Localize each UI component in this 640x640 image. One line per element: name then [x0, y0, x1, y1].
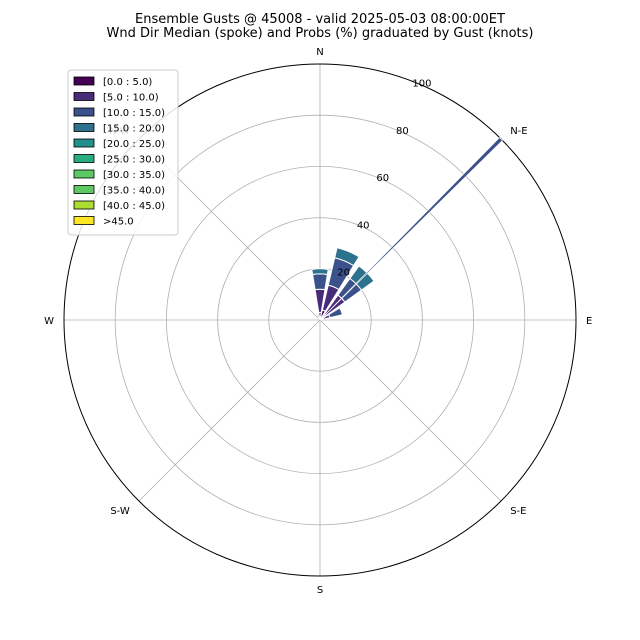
radial-tick-label: 40: [357, 220, 370, 231]
direction-label-s: S: [317, 585, 323, 596]
direction-label-s-w: S-W: [110, 506, 130, 517]
windrose-bars: [311, 247, 375, 321]
legend-swatch: [73, 154, 95, 163]
radial-tick-label: 60: [376, 173, 389, 184]
direction-label-w: W: [44, 316, 54, 327]
legend-swatch: [73, 169, 95, 179]
chart-subtitle: Wnd Dir Median (spoke) and Probs (%) gra…: [107, 26, 534, 41]
legend-entry: [30.0 : 35.0): [103, 170, 165, 181]
median-direction-spoke: [319, 137, 503, 321]
radial-tick-labels: 20 40 60 80 100: [337, 78, 431, 278]
direction-label-n: N: [316, 47, 323, 58]
legend-entry: [20.0 : 25.0): [103, 139, 165, 150]
legend-entry: [0.0 : 5.0): [103, 77, 152, 88]
direction-label-s-e: S-E: [510, 506, 526, 517]
legend-swatch: [73, 92, 95, 101]
legend-swatch: [73, 200, 95, 210]
legend-entry: [10.0 : 15.0): [103, 108, 165, 119]
direction-label-n-e: N-E: [510, 126, 527, 137]
legend-swatch: [73, 138, 95, 148]
windrose-bar: [334, 247, 360, 267]
legend: [0.0 : 5.0) [5.0 : 10.0) [10.0 : 15.0) [15.…: [67, 69, 179, 236]
legend-entry: [35.0 : 40.0): [103, 186, 165, 197]
radial-tick-label: 20: [337, 268, 350, 279]
radial-tick-label: 100: [412, 78, 431, 89]
legend-swatch: [73, 107, 95, 117]
windrose-bar: [328, 307, 344, 319]
radial-tick-label: 80: [396, 126, 409, 137]
legend-entry: [5.0 : 10.0): [103, 93, 159, 104]
legend-entry: [25.0 : 30.0): [103, 155, 165, 166]
outer-boundary: [63, 63, 577, 577]
legend-entry: >45.0: [103, 217, 134, 228]
median-spoke: [319, 137, 503, 321]
windrose-bar: [316, 314, 321, 319]
legend-swatch: [73, 76, 95, 86]
legend-entry: [40.0 : 45.0): [103, 201, 165, 212]
legend-swatch: [73, 216, 95, 225]
windrose-bar: [312, 273, 328, 291]
chart-title: Ensemble Gusts @ 45008 - valid 2025-05-0…: [135, 12, 505, 27]
legend-swatch: [73, 185, 95, 194]
legend-entry: [15.0 : 20.0): [103, 124, 165, 135]
direction-label-e: E: [586, 316, 592, 327]
grid-spoke: [138, 319, 321, 502]
legend-swatch: [73, 123, 95, 132]
windrose-bar: [311, 268, 329, 276]
legend-box: [67, 69, 179, 236]
grid-spoke: [319, 319, 502, 502]
